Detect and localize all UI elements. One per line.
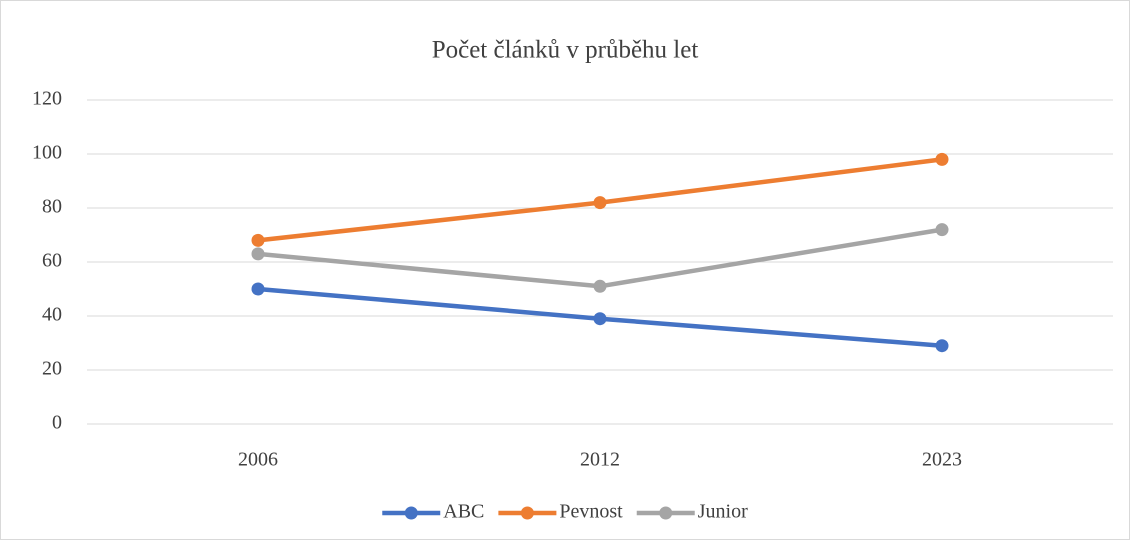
data-point xyxy=(251,247,265,261)
y-tick-label: 0 xyxy=(52,412,62,434)
legend-marker xyxy=(659,506,673,520)
data-point xyxy=(251,233,265,247)
y-tick-label: 100 xyxy=(32,142,62,164)
y-tick-label: 60 xyxy=(42,250,62,272)
legend-label: Junior xyxy=(698,501,748,523)
data-point xyxy=(251,282,265,296)
x-tick-label: 2023 xyxy=(922,449,962,471)
y-tick-label: 80 xyxy=(42,196,62,218)
y-tick-label: 40 xyxy=(42,304,62,326)
y-tick-label: 120 xyxy=(32,88,62,110)
chart-title: Počet článků v průběhu let xyxy=(432,37,699,64)
data-point xyxy=(593,312,607,326)
legend-label: Pevnost xyxy=(559,501,623,523)
y-tick-label: 20 xyxy=(42,358,62,380)
legend-label: ABC xyxy=(443,501,484,523)
x-tick-label: 2006 xyxy=(238,449,278,471)
legend-marker xyxy=(404,506,418,520)
data-point xyxy=(593,279,607,293)
data-point xyxy=(935,339,949,353)
data-point xyxy=(935,152,949,166)
legend-marker xyxy=(520,506,534,520)
x-tick-label: 2012 xyxy=(580,449,620,471)
data-point xyxy=(935,223,949,237)
data-point xyxy=(593,196,607,210)
